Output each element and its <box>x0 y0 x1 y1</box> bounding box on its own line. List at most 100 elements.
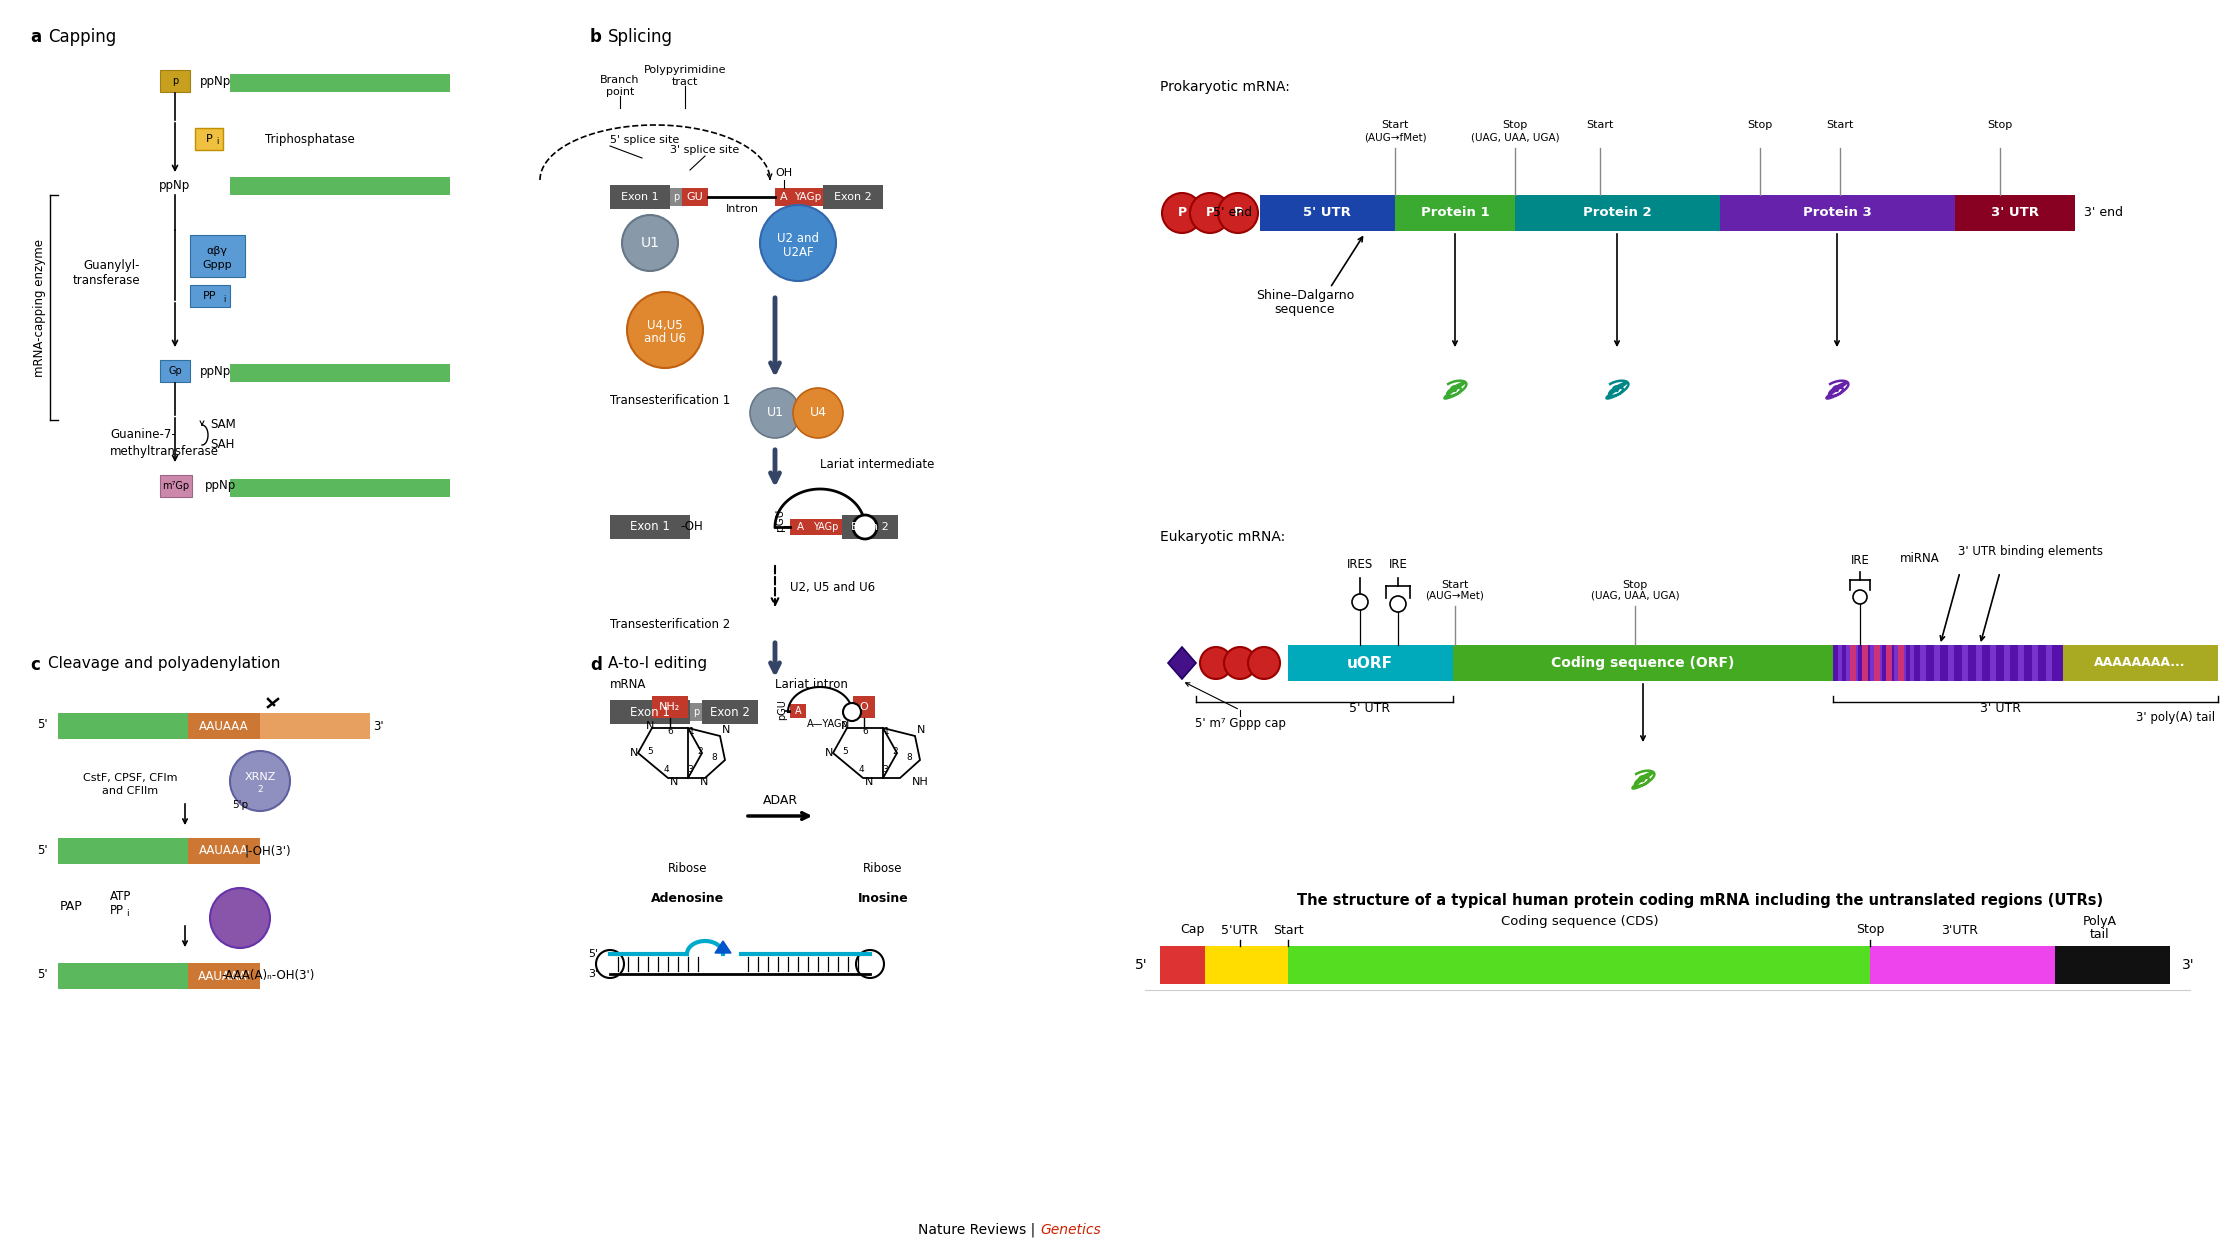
Text: 5' splice site: 5' splice site <box>609 135 679 145</box>
Text: uORF: uORF <box>1346 655 1393 670</box>
Text: (UAG, UAA, UGA): (UAG, UAA, UGA) <box>1472 132 1559 142</box>
Text: a: a <box>29 28 40 47</box>
Polygon shape <box>715 941 730 953</box>
FancyBboxPatch shape <box>195 129 224 150</box>
Text: 6: 6 <box>862 727 867 737</box>
Text: 2: 2 <box>258 785 262 795</box>
FancyBboxPatch shape <box>1886 645 1891 680</box>
Text: i: i <box>222 295 226 304</box>
Text: ATP: ATP <box>110 890 132 902</box>
Text: tract: tract <box>672 77 699 87</box>
Text: Cleavage and polyadenylation: Cleavage and polyadenylation <box>47 656 280 672</box>
FancyBboxPatch shape <box>188 713 260 740</box>
Text: N: N <box>645 721 654 731</box>
Circle shape <box>856 950 885 978</box>
Text: 5' UTR: 5' UTR <box>1348 702 1391 714</box>
Text: 3: 3 <box>688 766 692 775</box>
FancyBboxPatch shape <box>690 703 701 721</box>
Text: Exon 1: Exon 1 <box>629 706 670 718</box>
Circle shape <box>1852 590 1866 604</box>
Text: 3' UTR binding elements: 3' UTR binding elements <box>1958 546 2103 558</box>
Text: Splicing: Splicing <box>607 28 672 47</box>
Text: U2 and: U2 and <box>777 233 820 246</box>
Text: ppNp: ppNp <box>199 74 231 87</box>
Text: 5' end: 5' end <box>1212 207 1252 219</box>
Text: i: i <box>125 908 128 917</box>
Text: Intron: Intron <box>726 204 759 214</box>
Text: U2AF: U2AF <box>782 247 813 260</box>
Text: Start: Start <box>1272 924 1304 936</box>
FancyBboxPatch shape <box>58 963 188 989</box>
Text: Cap: Cap <box>1180 924 1205 936</box>
Circle shape <box>1353 593 1369 610</box>
Text: Exon 2: Exon 2 <box>851 522 889 532</box>
Text: 3': 3' <box>587 969 598 979</box>
Text: 2: 2 <box>697 747 703 756</box>
FancyBboxPatch shape <box>775 188 793 205</box>
FancyBboxPatch shape <box>159 360 190 382</box>
Text: Capping: Capping <box>47 28 116 47</box>
Text: Exon 1: Exon 1 <box>620 192 659 202</box>
Text: |-OH(3'): |-OH(3') <box>244 844 291 858</box>
Text: AAUAAA': AAUAAA' <box>197 969 251 983</box>
Text: Transesterification 2: Transesterification 2 <box>609 619 730 631</box>
Text: XRNZ: XRNZ <box>244 772 276 782</box>
Text: m⁷Gp: m⁷Gp <box>164 481 190 491</box>
Circle shape <box>842 703 860 721</box>
Text: 4: 4 <box>858 766 865 775</box>
Text: 5'p: 5'p <box>233 800 249 810</box>
FancyBboxPatch shape <box>1920 645 1926 680</box>
Text: i: i <box>215 137 217 146</box>
Text: AAUAAA: AAUAAA <box>199 844 249 858</box>
Text: A: A <box>795 706 802 716</box>
Text: and CFIIm: and CFIIm <box>103 786 159 796</box>
FancyBboxPatch shape <box>1454 645 1832 680</box>
FancyBboxPatch shape <box>1886 645 1893 680</box>
Text: pGU: pGU <box>777 699 786 721</box>
Text: Transesterification 1: Transesterification 1 <box>609 393 730 407</box>
Text: P: P <box>1234 207 1243 219</box>
Text: Start: Start <box>1440 580 1469 590</box>
Text: 5'UTR: 5'UTR <box>1221 924 1259 936</box>
Text: OH: OH <box>775 168 793 178</box>
Text: Lariat intron: Lariat intron <box>775 678 849 692</box>
Text: sequence: sequence <box>1275 302 1335 315</box>
FancyBboxPatch shape <box>1877 645 1882 680</box>
FancyBboxPatch shape <box>2063 645 2218 680</box>
Text: and U6: and U6 <box>645 333 685 345</box>
Text: p: p <box>692 707 699 717</box>
Text: Ribose: Ribose <box>862 862 903 874</box>
Text: 5': 5' <box>1136 958 1147 971</box>
Text: IRES: IRES <box>1346 558 1373 572</box>
FancyBboxPatch shape <box>1720 195 1956 231</box>
Text: NH: NH <box>912 777 927 788</box>
Text: A: A <box>797 522 804 532</box>
Text: P: P <box>206 134 213 144</box>
Text: U4,U5: U4,U5 <box>647 319 683 331</box>
Text: 3': 3' <box>372 719 383 732</box>
Text: Start: Start <box>1826 120 1855 130</box>
FancyBboxPatch shape <box>1897 645 1904 680</box>
Text: YAGp: YAGp <box>795 192 822 202</box>
Text: Genetics: Genetics <box>1039 1223 1100 1237</box>
Text: Nature Reviews |: Nature Reviews | <box>918 1222 1039 1237</box>
Text: Eukaryotic mRNA:: Eukaryotic mRNA: <box>1160 530 1286 544</box>
Text: NH₂: NH₂ <box>659 702 681 712</box>
Text: Start: Start <box>1586 120 1613 130</box>
FancyBboxPatch shape <box>1875 645 1879 680</box>
Text: 8: 8 <box>907 753 912 762</box>
FancyBboxPatch shape <box>159 71 190 92</box>
Text: PP: PP <box>110 903 123 916</box>
FancyBboxPatch shape <box>231 364 450 382</box>
Text: mRNA-capping enzyme: mRNA-capping enzyme <box>34 239 47 377</box>
Text: 5': 5' <box>36 843 47 857</box>
Text: 6: 6 <box>668 727 672 737</box>
Text: 4: 4 <box>663 766 670 775</box>
Text: Exon 1: Exon 1 <box>629 520 670 533</box>
Text: Stop: Stop <box>1855 924 1884 936</box>
FancyBboxPatch shape <box>652 696 688 718</box>
FancyBboxPatch shape <box>1514 195 1720 231</box>
Text: Stop: Stop <box>1747 120 1772 130</box>
Text: Adenosine: Adenosine <box>652 892 724 905</box>
Text: Stop: Stop <box>1622 580 1649 590</box>
